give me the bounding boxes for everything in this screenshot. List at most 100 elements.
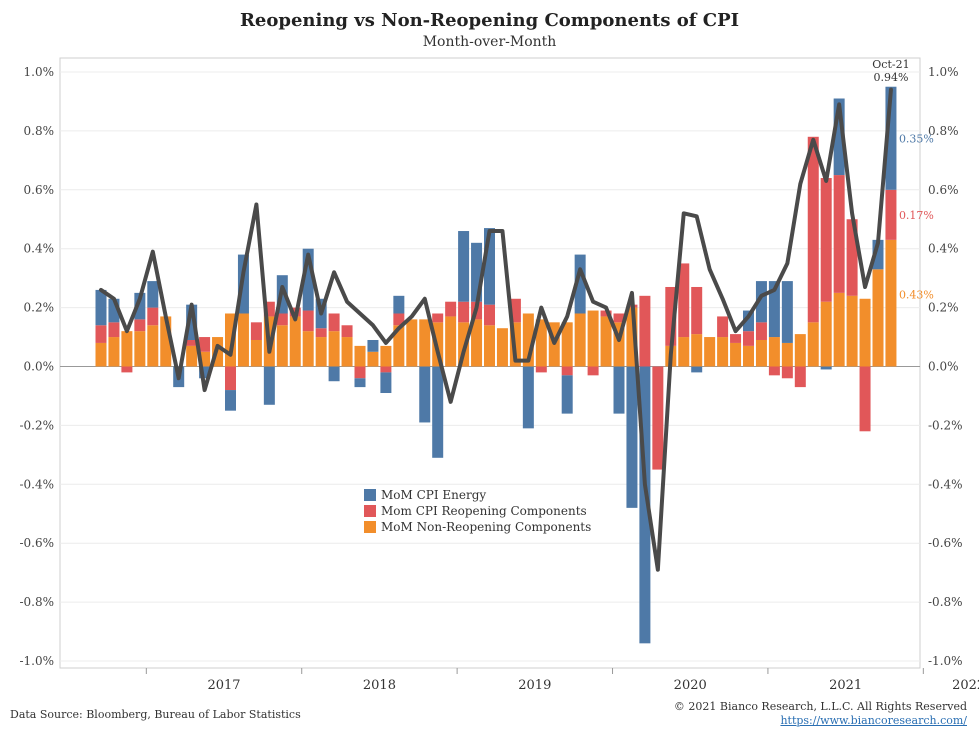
bar-segment [134,331,146,367]
bar-segment [820,301,832,367]
legend-swatch [364,489,376,501]
bar-segment [95,342,107,367]
x-tick-label: 2022 [952,678,979,693]
bar-segment [820,178,832,302]
bar-segment [626,366,638,508]
bar-segment [846,219,858,296]
y-tick-label-left: 0.8% [24,124,55,138]
plot-frame [59,57,921,669]
bar-segment [302,248,314,311]
bar-segment [561,322,573,367]
bar-segment [743,345,754,367]
bar-segment [807,322,819,367]
bar-segment [263,301,275,317]
bar-segment [302,331,314,367]
annotation-nonreopening-label: 0.43% [899,288,934,301]
bar-segment [872,269,884,367]
bar-segment [717,316,729,338]
y-tick-label-left: 0.0% [24,360,55,374]
bar-segment [639,295,651,367]
y-tick-label-right: 0.2% [928,301,959,315]
bar-segment [613,322,625,367]
bar-segment [393,295,405,314]
bar-segment [134,292,146,320]
bar-segment [885,239,897,367]
bar-segment [833,98,845,176]
bar-segment [121,366,133,373]
bar-segment [872,239,884,270]
bar-segment [406,319,418,367]
bar-segment [147,325,159,367]
bar-segment [755,281,767,323]
bar-segment [380,345,392,367]
bar-segment [574,313,586,367]
bar-segment [691,366,703,373]
bar-segment [380,372,392,394]
bar-segment [587,310,599,367]
bar-segment [237,313,249,367]
bar-segment [730,334,742,343]
y-tick-label-right: -0.2% [928,418,963,432]
bar-segment [639,366,651,644]
bar-segment [108,298,120,323]
bar-segment [186,304,198,340]
bar-segment [794,334,806,367]
bar-segment [199,366,211,379]
bar-segment [781,366,793,379]
data-source-note: Data Source: Bloomberg, Bureau of Labor … [10,708,301,721]
stacked-bars [95,86,897,644]
bar-segment [225,366,236,391]
x-tick-label: 2020 [674,678,707,693]
total-cpi-line [99,87,893,572]
legend: MoM CPI Energy Mom CPI Reopening Componen… [364,488,591,534]
bar-segment [263,366,275,405]
y-tick-label-left: 0.4% [24,242,55,256]
bar-segment [665,286,677,346]
bar-segment [574,254,586,314]
legend-label: MoM CPI Energy [381,488,486,502]
bar-segment [626,307,638,367]
y-tick-label-right: 0.8% [928,124,959,138]
website-link[interactable]: https://www.biancoresearch.com/ [780,714,967,727]
bar-segment [354,345,366,367]
axes: 1.0% 1.0% 0.8% 0.8% 0.6% 0.6% 0.4% 0.4% 0.2% 0.2%… [19,65,979,693]
bar-segment [781,281,793,343]
bar-segment [367,339,379,352]
x-tick-label: 2018 [363,678,396,693]
bar-segment [755,322,767,340]
bar-segment [95,325,107,343]
annotations: Oct-210.94% 0.35% 0.17% 0.43% [872,58,934,301]
annotation-energy-label: 0.35% [899,132,934,145]
bar-segment [225,313,236,367]
bar-segment [600,310,612,317]
bar-segment [691,286,703,335]
bar-segment [95,289,107,326]
bar-segment [108,337,120,367]
x-tick-label: 2019 [518,678,551,693]
bar-segment [289,316,301,367]
bar-segment [315,328,327,338]
bar-segment [613,366,625,414]
bar-segment [755,339,767,367]
legend-swatch [364,521,376,533]
cpi-components-chart: 1.0% 1.0% 0.8% 0.8% 0.6% 0.6% 0.4% 0.4% 0.2% 0.2%… [19,57,979,693]
bar-segment [600,316,612,367]
y-tick-label-left: -1.0% [19,654,54,668]
bar-segment [354,378,366,388]
bar-segment [147,281,159,308]
legend-swatch [364,505,376,517]
x-tick-label: 2021 [829,678,862,693]
bar-segment [885,189,897,240]
bar-segment [471,242,483,302]
y-tick-label-right: 0.6% [928,183,959,197]
bar-segment [419,366,431,423]
bar-segment [160,316,172,367]
y-tick-label-left: 0.2% [24,301,55,315]
bar-segment [458,301,470,323]
bar-segment [522,366,534,429]
annotation-date-label: Oct-21 [872,58,909,71]
bar-segment [704,337,716,367]
bar-segment [535,319,547,367]
bar-segment [315,337,327,367]
bar-segment [445,316,457,367]
